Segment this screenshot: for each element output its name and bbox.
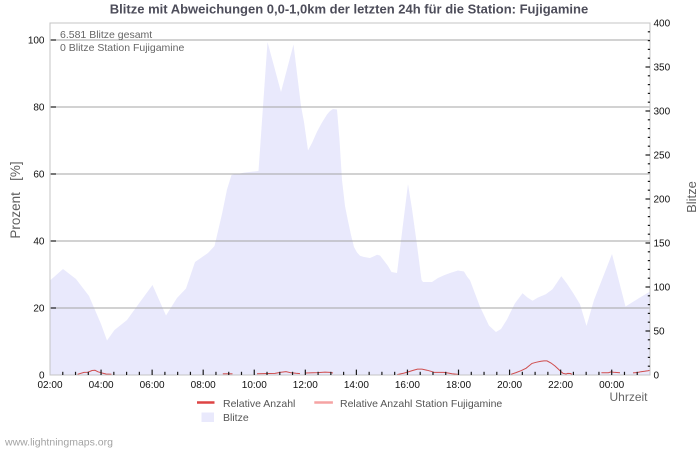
svg-text:Relative Anzahl Station Fujiga: Relative Anzahl Station Fujigamine [340,398,502,410]
svg-text:Uhrzeit: Uhrzeit [609,390,648,404]
svg-text:02:00: 02:00 [37,380,62,391]
svg-text:0 Blitze Station Fujigamine: 0 Blitze Station Fujigamine [60,42,184,54]
svg-text:300: 300 [654,107,671,118]
svg-text:400: 400 [654,19,671,30]
svg-text:10:00: 10:00 [242,380,267,391]
svg-text:20:00: 20:00 [497,380,522,391]
svg-text:Relative Anzahl: Relative Anzahl [223,398,295,410]
svg-text:22:00: 22:00 [548,380,573,391]
svg-text:250: 250 [654,151,671,162]
svg-text:04:00: 04:00 [89,380,114,391]
svg-text:06:00: 06:00 [140,380,165,391]
svg-text:Blitze: Blitze [223,412,249,424]
svg-text:0: 0 [654,371,660,382]
svg-text:150: 150 [654,239,671,250]
svg-text:18:00: 18:00 [446,380,471,391]
svg-text:16:00: 16:00 [395,380,420,391]
svg-text:80: 80 [33,103,45,114]
svg-text:200: 200 [654,195,671,206]
svg-text:Prozent [%]: Prozent [%] [8,161,23,238]
svg-text:Blitze: Blitze [684,181,699,213]
svg-text:350: 350 [654,63,671,74]
svg-text:20: 20 [33,304,45,315]
svg-text:50: 50 [654,327,666,338]
svg-text:100: 100 [654,283,671,294]
svg-text:12:00: 12:00 [293,380,318,391]
svg-text:www.lightningmaps.org: www.lightningmaps.org [4,437,113,449]
svg-text:40: 40 [33,237,45,248]
svg-text:0: 0 [39,371,45,382]
svg-text:6.581 Blitze gesamt: 6.581 Blitze gesamt [60,29,152,41]
svg-text:14:00: 14:00 [344,380,369,391]
svg-text:100: 100 [28,36,45,47]
svg-text:00:00: 00:00 [599,380,624,391]
svg-text:08:00: 08:00 [191,380,216,391]
svg-text:60: 60 [33,170,45,181]
svg-text:Blitze mit Abweichungen 0,0-1,: Blitze mit Abweichungen 0,0-1,0km der le… [110,2,588,17]
